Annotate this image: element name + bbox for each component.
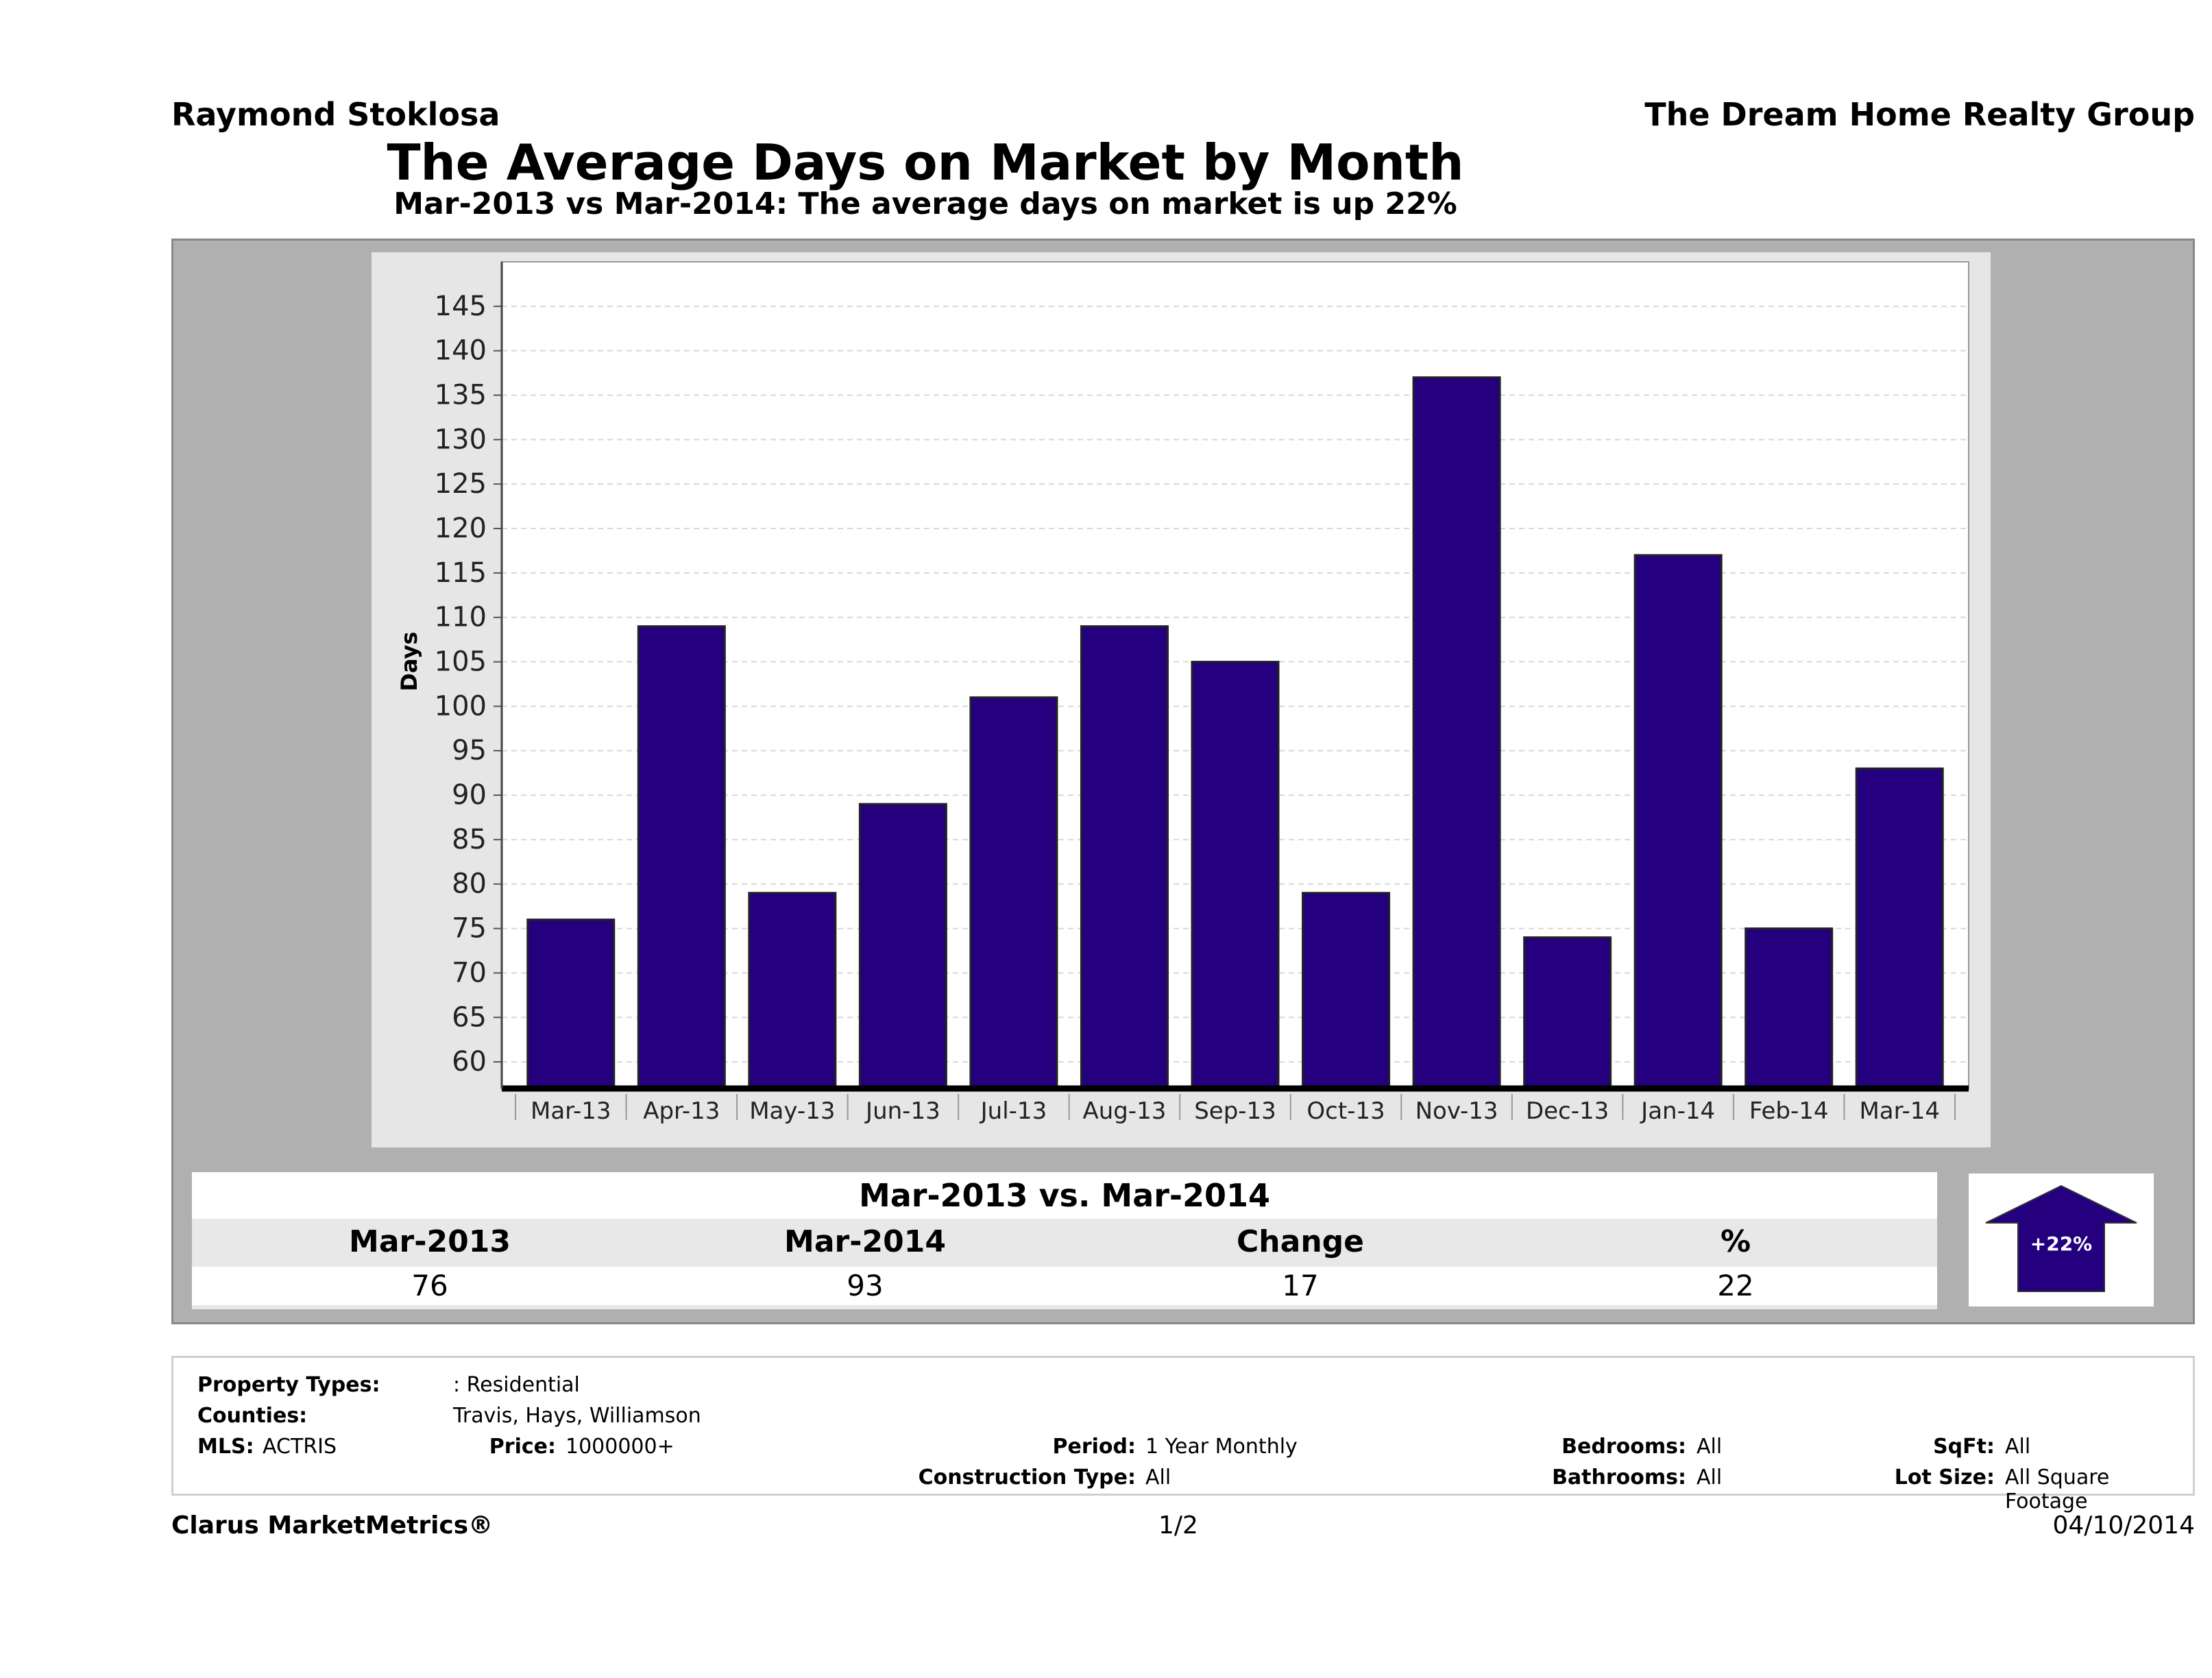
header-percent: % — [1720, 1224, 1751, 1259]
bedrooms-value: All — [1697, 1435, 1723, 1459]
y-tick-label: 80 — [452, 868, 487, 900]
sqft-label: SqFt: — [1933, 1435, 1995, 1459]
y-tick-label: 70 — [452, 957, 487, 988]
bar — [1745, 927, 1834, 1090]
comparison-title: Mar-2013 vs. Mar-2014 — [858, 1177, 1271, 1214]
bar-chart: 60 65 70 75 80 85 90 95 100 105 110 115 120 125 130 135… — [396, 261, 1969, 1125]
y-tick-label: 60 — [452, 1046, 487, 1078]
x-tick-label: Nov-13 — [1415, 1097, 1498, 1125]
lot-size-label: Lot Size: — [1894, 1466, 1995, 1489]
x-tick-label: Sep-13 — [1194, 1097, 1276, 1125]
y-tick-label: 135 — [435, 380, 487, 411]
bar — [1191, 661, 1280, 1090]
y-tick-label: 130 — [435, 424, 487, 455]
y-tick-label: 140 — [435, 335, 487, 367]
change-badge: +22% — [1969, 1174, 2154, 1306]
x-tick-label: Mar-13 — [531, 1097, 611, 1125]
period-label: Period: — [1052, 1435, 1137, 1459]
x-tick-label: Dec-13 — [1526, 1097, 1609, 1125]
y-tick-label: 90 — [452, 779, 487, 811]
search-criteria: Property Types: : Residential Counties: … — [171, 1356, 2195, 1513]
bar — [1080, 625, 1169, 1090]
price-label: Price: — [489, 1435, 556, 1459]
property-types-label: Property Types: — [197, 1373, 380, 1397]
x-tick-label: Jul-13 — [980, 1097, 1047, 1125]
bedrooms-label: Bedrooms: — [1561, 1435, 1686, 1459]
y-tick-label: 85 — [452, 824, 487, 855]
x-tick-label: Jan-14 — [1640, 1097, 1715, 1125]
x-tick-label: Jun-13 — [864, 1097, 940, 1125]
x-tick-label: Feb-14 — [1749, 1097, 1829, 1125]
mls-value: ACTRIS — [263, 1435, 337, 1459]
report-date: 04/10/2014 — [2052, 1511, 2196, 1540]
price-value: 1000000+ — [566, 1435, 674, 1459]
x-tick-label: Oct-13 — [1306, 1097, 1385, 1125]
y-tick-label: 100 — [435, 690, 487, 722]
value-mar-2014: 93 — [847, 1269, 884, 1302]
bar — [748, 892, 837, 1090]
y-tick-label: 120 — [435, 513, 487, 544]
y-tick-label: 145 — [435, 291, 487, 322]
y-tick-label: 110 — [435, 602, 487, 633]
page-subtitle: Mar-2013 vs Mar-2014: The average days o… — [393, 186, 1457, 221]
y-tick-label: 65 — [452, 1001, 487, 1033]
footer-brand: Clarus MarketMetrics® — [171, 1511, 494, 1540]
bar — [1633, 554, 1723, 1090]
bar — [637, 625, 726, 1090]
page-number: 1/2 — [1158, 1511, 1198, 1540]
period-value: 1 Year Monthly — [1145, 1435, 1298, 1459]
construction-type-value: All — [1145, 1466, 1171, 1489]
y-tick-label: 95 — [452, 735, 487, 766]
header-mar-2014: Mar-2014 — [784, 1224, 946, 1259]
agent-name: Raymond Stoklosa — [171, 96, 500, 133]
x-tick-label: Mar-14 — [1859, 1097, 1940, 1125]
y-tick-label: 105 — [435, 646, 487, 678]
property-types-value: : Residential — [453, 1373, 580, 1397]
value-percent: 22 — [1717, 1269, 1754, 1302]
construction-type-label: Construction Type: — [918, 1466, 1136, 1489]
bar — [1412, 376, 1501, 1090]
bar — [1302, 892, 1391, 1090]
mls-label: MLS: — [197, 1435, 254, 1459]
value-mar-2013: 76 — [411, 1269, 448, 1302]
company-name: The Dream Home Realty Group — [1644, 96, 2195, 133]
sqft-value: All — [2005, 1435, 2031, 1459]
header-mar-2013: Mar-2013 — [349, 1224, 511, 1259]
bar — [526, 919, 616, 1090]
y-tick-label: 75 — [452, 913, 487, 945]
header-change: Change — [1237, 1224, 1364, 1259]
x-tick-label: May-13 — [749, 1097, 835, 1125]
comparison-table: Mar-2013 vs. Mar-2014 Mar-2013 Mar-2014 … — [192, 1172, 1937, 1309]
counties-label: Counties: — [197, 1404, 308, 1428]
badge-label: +22% — [2030, 1232, 2092, 1255]
x-tick-label: Aug-13 — [1083, 1097, 1167, 1125]
y-tick-label: 125 — [435, 468, 487, 500]
bathrooms-label: Bathrooms: — [1552, 1466, 1686, 1489]
up-arrow-icon — [1985, 1184, 2137, 1292]
x-tick-label: Apr-13 — [643, 1097, 720, 1125]
value-change: 17 — [1282, 1269, 1319, 1302]
lot-size-value: All Square Footage — [2005, 1466, 2110, 1513]
bathrooms-value: All — [1697, 1466, 1723, 1489]
y-tick-label: 115 — [435, 557, 487, 589]
y-axis-label: Days — [396, 631, 422, 691]
bar — [969, 696, 1058, 1090]
bar — [858, 803, 947, 1090]
bar — [1855, 767, 1944, 1090]
bar — [1523, 936, 1612, 1090]
page-title: The Average Days on Market by Month — [387, 134, 1464, 191]
counties-value: Travis, Hays, Williamson — [453, 1404, 701, 1428]
